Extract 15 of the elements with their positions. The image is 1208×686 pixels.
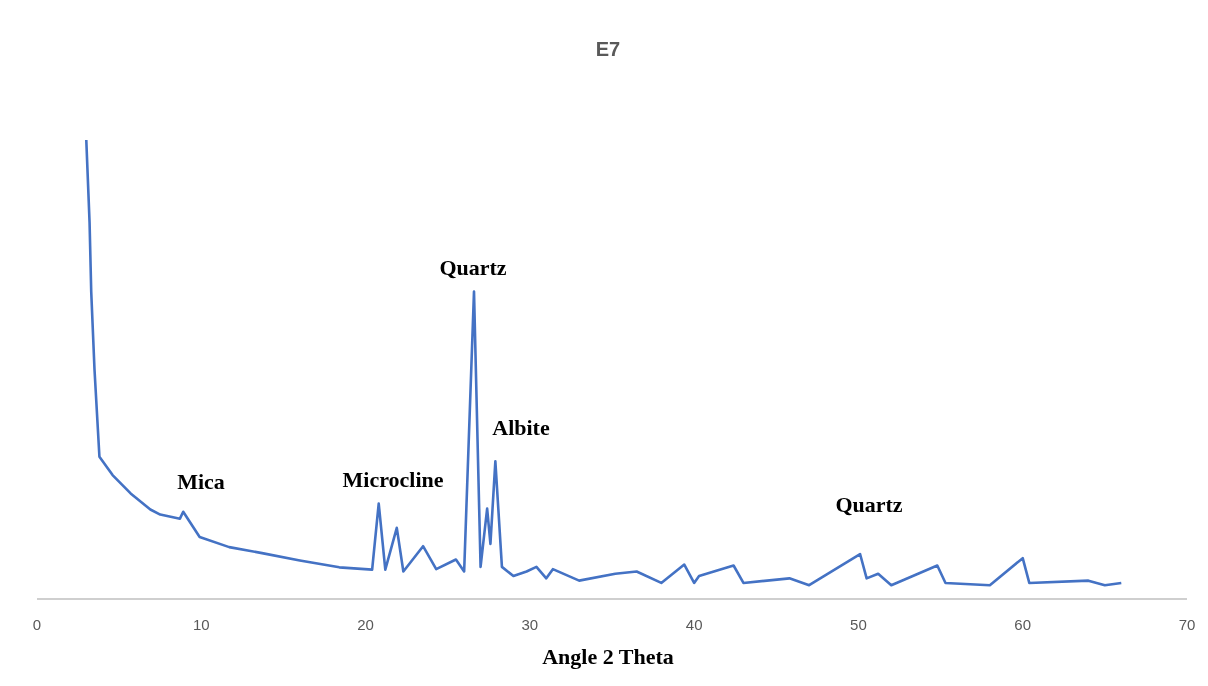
x-tick-label: 30 xyxy=(521,615,539,633)
x-tick-label: 70 xyxy=(1178,615,1196,633)
annotation: Albite xyxy=(492,415,550,441)
x-tick-label: 20 xyxy=(357,615,374,633)
x-tick-label: 50 xyxy=(850,615,867,633)
annotation: Quartz xyxy=(835,492,903,518)
x-tick-label: 40 xyxy=(685,615,703,633)
chart-title: E7 xyxy=(594,38,622,61)
x-axis-title: Angle 2 Theta xyxy=(541,644,675,670)
annotation: Microcline xyxy=(342,467,444,493)
x-tick-label: 10 xyxy=(192,615,210,633)
annotation: Mica xyxy=(177,469,225,495)
x-tick-label: 60 xyxy=(1014,615,1032,633)
annotation: Quartz xyxy=(439,255,507,281)
x-tick-label: 0 xyxy=(32,615,42,633)
